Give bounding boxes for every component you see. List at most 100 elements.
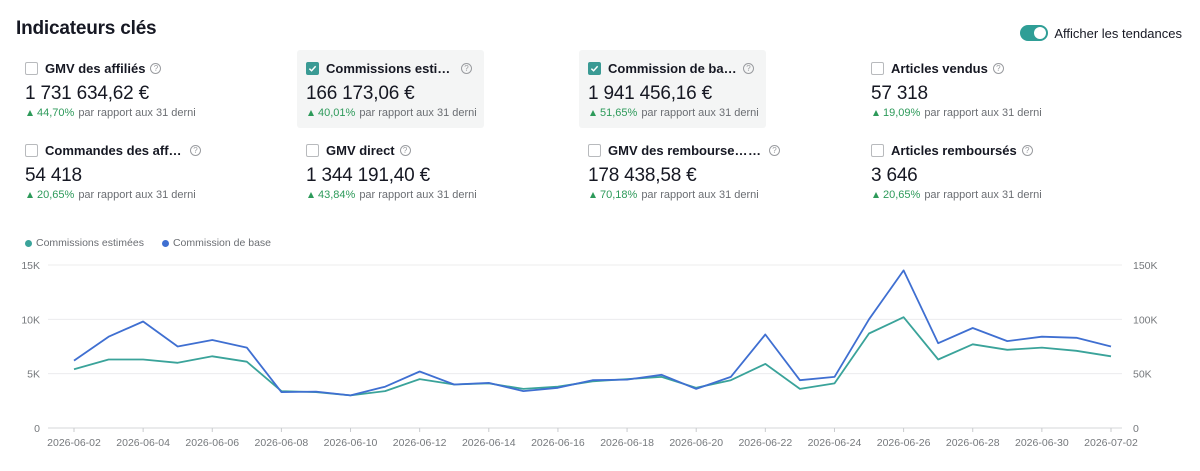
x-tick-label: 2026-06-16 [531, 437, 585, 449]
metric-card-commandes-affilies[interactable]: Commandes des affiliés ? 54 418 20,65% pa… [16, 132, 203, 210]
x-tick-label: 2026-06-08 [255, 437, 309, 449]
series-line [73, 269, 1112, 397]
x-tick-label: 2026-06-30 [1015, 437, 1069, 449]
metric-label: Commission de base [608, 61, 738, 76]
up-arrow-icon [873, 110, 879, 116]
delta-comparison: par rapport aux 31 derni [924, 189, 1042, 201]
delta-percent: 51,65% [600, 107, 638, 119]
checkbox-checked[interactable] [306, 62, 319, 75]
x-tick-label: 2026-07-02 [1084, 437, 1138, 449]
metric-delta: 51,65% par rapport aux 31 derni [590, 107, 762, 119]
metric-card-articles-vendus[interactable]: Articles vendus ? 57 318 19,09% par rappo… [862, 50, 1049, 128]
checkbox-checked[interactable] [588, 62, 601, 75]
metric-card-commission-de-base[interactable]: Commission de base ? 1 941 456,16 € 51,6… [579, 50, 766, 128]
metric-delta: 20,65% par rapport aux 31 derni [873, 189, 1045, 201]
metric-card-gmv-remboursements[interactable]: GMV des rembourseme … ? 178 438,58 € 70,… [579, 132, 780, 210]
page-title: Indicateurs clés [16, 18, 157, 39]
up-arrow-icon [27, 110, 33, 116]
delta-comparison: par rapport aux 31 derni [359, 189, 477, 201]
y-left-tick-label: 5K [27, 369, 40, 381]
up-arrow-icon [27, 192, 33, 198]
metric-delta: 43,84% par rapport aux 31 derni [308, 189, 480, 201]
metric-card-gmv-direct[interactable]: GMV direct ? 1 344 191,40 € 43,84% par ra… [297, 132, 484, 210]
info-icon[interactable]: ? [399, 145, 411, 156]
metric-label: Commissions estimées [326, 61, 456, 76]
info-icon[interactable]: ? [1021, 145, 1033, 156]
x-tick-label: 2026-06-02 [47, 437, 101, 449]
metric-value: 1 941 456,16 € [588, 83, 712, 104]
toggle-switch[interactable] [1020, 25, 1049, 41]
x-tick-label: 2026-06-06 [185, 437, 239, 449]
ellipsis: … [748, 143, 761, 158]
delta-percent: 44,70% [37, 107, 75, 119]
delta-percent: 19,09% [883, 107, 921, 119]
metric-label: GMV des affiliés [45, 61, 146, 76]
delta-percent: 40,01% [318, 107, 356, 119]
up-arrow-icon [308, 192, 314, 198]
delta-percent: 70,18% [600, 189, 638, 201]
up-arrow-icon [308, 110, 314, 116]
x-tick-label: 2026-06-24 [808, 437, 862, 449]
metric-delta: 20,65% par rapport aux 31 derni [27, 189, 199, 201]
metric-card-gmv-affilies[interactable]: GMV des affiliés ? 1 731 634,62 € 44,70%… [16, 50, 203, 128]
delta-comparison: par rapport aux 31 derni [78, 189, 196, 201]
metric-delta: 40,01% par rapport aux 31 derni [308, 107, 480, 119]
metric-card-articles-rembourses[interactable]: Articles remboursés ? 3 646 20,65% par ra… [862, 132, 1049, 210]
x-tick-label: 2026-06-26 [877, 437, 931, 449]
trend-toggle[interactable]: Afficher les tendances [1020, 25, 1182, 41]
legend-item-commissions-estimees[interactable]: Commissions estimées [25, 237, 144, 249]
y-right-tick-label: 50K [1133, 369, 1152, 381]
up-arrow-icon [590, 192, 596, 198]
info-icon[interactable]: ? [769, 145, 780, 156]
metric-value: 1 731 634,62 € [25, 83, 149, 104]
metric-delta: 19,09% par rapport aux 31 derni [873, 107, 1045, 119]
delta-comparison: par rapport aux 31 derni [924, 107, 1042, 119]
y-left-tick-label: 10K [21, 314, 40, 326]
metric-card-commissions-estimees[interactable]: Commissions estimées ? 166 173,06 € 40,0… [297, 50, 484, 128]
y-right-tick-label: 100K [1133, 314, 1158, 326]
legend-item-commission-de-base[interactable]: Commission de base [161, 237, 271, 249]
metric-label: Articles vendus [891, 61, 988, 76]
metric-label: GMV direct [326, 143, 395, 158]
info-icon[interactable]: ? [150, 63, 162, 74]
x-tick-label: 2026-06-18 [600, 437, 654, 449]
delta-comparison: par rapport aux 31 derni [359, 107, 477, 119]
x-tick-label: 2026-06-14 [462, 437, 516, 449]
chart-legend: Commissions estimées Commission de base [25, 237, 271, 249]
x-tick-label: 2026-06-12 [393, 437, 447, 449]
up-arrow-icon [873, 192, 879, 198]
delta-percent: 20,65% [883, 189, 921, 201]
info-icon[interactable]: ? [190, 145, 201, 156]
checkbox[interactable] [588, 144, 601, 157]
info-icon[interactable]: ? [461, 63, 472, 74]
series-line [73, 316, 1112, 397]
info-icon[interactable]: ? [992, 63, 1004, 74]
metric-value: 166 173,06 € [306, 83, 415, 104]
legend-label: Commissions estimées [36, 237, 144, 249]
metric-value: 57 318 [871, 83, 928, 104]
checkbox[interactable] [871, 62, 884, 75]
checkbox[interactable] [25, 62, 38, 75]
x-tick-label: 2026-06-22 [738, 437, 792, 449]
metric-label: Articles remboursés [891, 143, 1017, 158]
metric-delta: 44,70% par rapport aux 31 derni [27, 107, 199, 119]
y-left-tick-label: 15K [21, 260, 40, 272]
up-arrow-icon [590, 110, 596, 116]
x-tick-label: 2026-06-28 [946, 437, 1000, 449]
info-icon[interactable]: ? [743, 63, 754, 74]
delta-comparison: par rapport aux 31 derni [78, 107, 196, 119]
metric-value: 54 418 [25, 165, 82, 186]
x-tick-label: 2026-06-20 [669, 437, 723, 449]
y-right-tick-label: 150K [1133, 260, 1158, 272]
checkbox[interactable] [25, 144, 38, 157]
legend-label: Commission de base [172, 237, 271, 249]
metric-label: GMV des rembourseme [608, 143, 748, 158]
y-left-tick-label: 0 [34, 423, 40, 435]
delta-percent: 20,65% [37, 189, 75, 201]
y-right-tick-label: 0 [1133, 423, 1139, 435]
checkbox[interactable] [306, 144, 319, 157]
trend-toggle-label: Afficher les tendances [1054, 25, 1182, 41]
delta-comparison: par rapport aux 31 derni [641, 107, 759, 119]
delta-percent: 43,84% [318, 189, 356, 201]
checkbox[interactable] [871, 144, 884, 157]
